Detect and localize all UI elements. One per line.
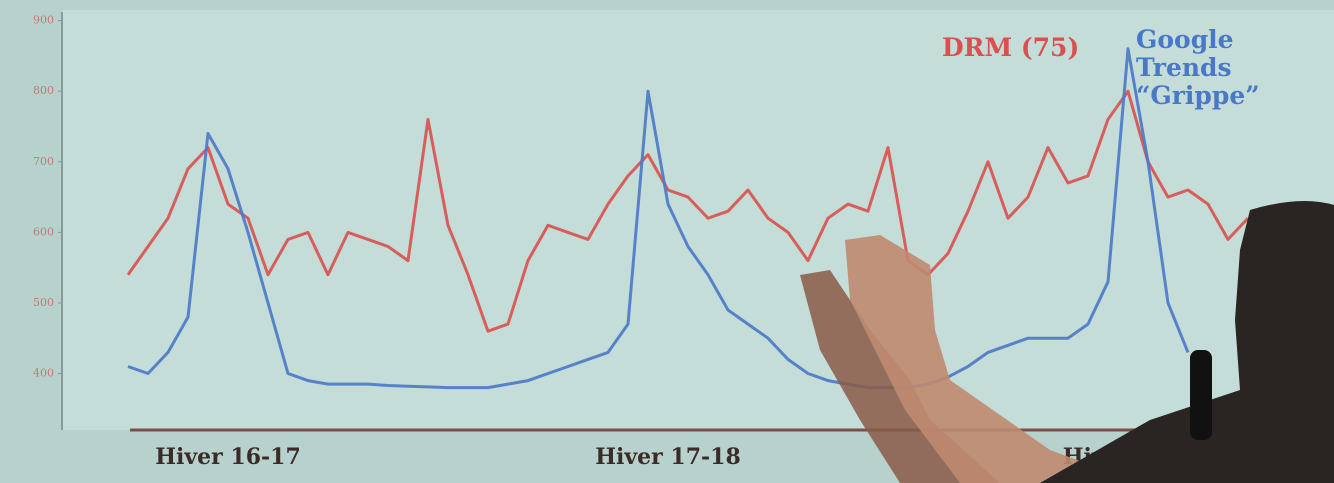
microphone xyxy=(1190,350,1212,440)
person-silhouette xyxy=(1040,201,1334,483)
x-tick-label: Hiver 17-18 xyxy=(595,444,741,470)
y-tick-label: 900 xyxy=(33,14,54,27)
legend-entry: DRM (75) xyxy=(942,33,1080,62)
y-tick-label: 600 xyxy=(33,225,54,238)
projected-slide xyxy=(62,10,1334,430)
y-tick-label: 500 xyxy=(33,296,54,309)
x-tick-label: Hiver 16-17 xyxy=(155,444,301,470)
y-tick-label: 400 xyxy=(33,367,54,380)
y-tick-label: 800 xyxy=(33,84,54,97)
y-tick-label: 700 xyxy=(33,155,54,168)
series-line xyxy=(126,89,1250,333)
hand xyxy=(845,235,1140,483)
series-line xyxy=(127,47,1190,390)
legend-entry: Google Trends “Grippe” xyxy=(1136,25,1260,110)
